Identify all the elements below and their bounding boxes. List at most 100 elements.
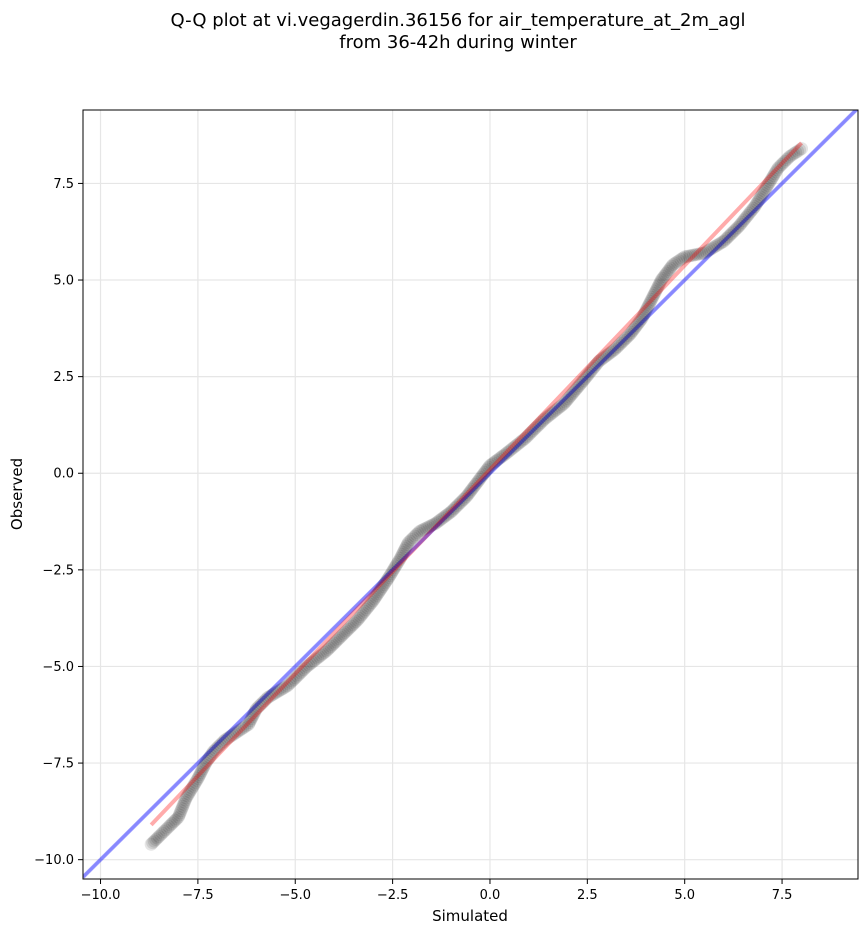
quantile-point: [745, 203, 759, 217]
quantile-point: [249, 702, 263, 716]
quantile-point: [594, 353, 608, 367]
quantile-point: [709, 239, 723, 253]
quantile-point: [697, 246, 711, 260]
quantile-point: [316, 647, 330, 661]
quantile-point: [769, 165, 783, 179]
quantile-point: [746, 201, 760, 215]
quantile-point: [172, 808, 186, 822]
quantile-point: [684, 249, 698, 263]
y-tick-label: −7.5: [42, 757, 74, 772]
quantile-point: [599, 349, 613, 363]
quantile-point: [646, 290, 660, 304]
quantile-point: [497, 448, 511, 462]
quantile-point: [486, 456, 500, 470]
quantile-point: [321, 642, 335, 656]
quantile-point: [488, 455, 502, 469]
quantile-point: [499, 447, 513, 461]
data-points: [83, 110, 858, 879]
quantile-point: [728, 224, 742, 238]
x-axis-label: Simulated: [432, 907, 508, 925]
quantile-point: [360, 601, 374, 615]
quantile-point: [194, 766, 208, 780]
quantile-point: [485, 457, 499, 471]
quantile-point: [366, 594, 380, 608]
quantile-point: [626, 324, 640, 338]
quantile-point: [244, 712, 258, 726]
quantile-point: [567, 385, 581, 399]
quantile-point: [362, 599, 376, 613]
quantile-point: [319, 644, 333, 658]
quantile-point: [546, 405, 560, 419]
quantile-point: [738, 212, 752, 226]
quantile-point: [632, 315, 646, 329]
quantile-point: [623, 327, 637, 341]
quantile-point: [640, 302, 654, 316]
quantile-point: [676, 251, 690, 265]
quantile-point: [210, 741, 224, 755]
quantile-point: [588, 359, 602, 373]
quantile-point: [682, 249, 696, 263]
quantile-point: [216, 735, 230, 749]
quantile-point: [555, 398, 569, 412]
quantile-point: [666, 258, 680, 272]
quantile-point: [742, 207, 756, 221]
quantile-point: [674, 252, 688, 266]
quantile-point: [437, 510, 451, 524]
quantile-point: [645, 292, 659, 306]
quantile-point: [442, 506, 456, 520]
quantile-point: [155, 826, 169, 840]
quantile-point: [150, 831, 164, 845]
y-tick-label: −5.0: [42, 660, 74, 675]
x-tick-label: 2.5: [577, 888, 598, 903]
quantile-point: [785, 148, 799, 162]
quantile-point: [398, 542, 412, 556]
quantile-point: [367, 592, 381, 606]
quantile-point: [355, 608, 369, 622]
quantile-point: [180, 789, 194, 803]
quantile-point: [609, 341, 623, 355]
quantile-point: [389, 559, 403, 573]
quantile-point: [572, 378, 586, 392]
quantile-point: [661, 264, 675, 278]
quantile-point: [775, 158, 789, 172]
axis-ticks: −10.0 −7.5 −5.0 −2.5 0.0 2.5 5.0 7.5 −10.0 −7.5 −5…: [34, 177, 792, 903]
quantile-point: [604, 345, 618, 359]
quantile-point: [376, 580, 390, 594]
quantile-point: [589, 358, 603, 372]
quantile-point: [439, 509, 453, 523]
quantile-point: [749, 198, 763, 212]
quantile-point: [273, 683, 287, 697]
quantile-point: [541, 409, 555, 423]
quantile-point: [521, 428, 535, 442]
quantile-point: [757, 184, 771, 198]
quantile-point: [275, 682, 289, 696]
x-tick-label: −5.0: [279, 888, 311, 903]
quantile-point: [196, 762, 210, 776]
quantile-point: [795, 142, 809, 156]
quantile-point: [581, 368, 595, 382]
chart-title-line-1: Q-Q plot at vi.vegagerdin.36156 for air_…: [171, 10, 746, 31]
quantile-point: [734, 217, 748, 231]
quantile-point: [243, 714, 257, 728]
fit-line: [149, 141, 803, 827]
quantile-point: [756, 186, 770, 200]
quantile-point: [224, 729, 238, 743]
quantile-point: [525, 425, 539, 439]
quantile-point: [198, 758, 212, 772]
quantile-point: [729, 222, 743, 236]
quantile-point: [650, 281, 664, 295]
quantile-point: [611, 339, 625, 353]
quantile-point: [335, 629, 349, 643]
quantile-point: [602, 346, 616, 360]
quantile-point: [177, 795, 191, 809]
quantile-point: [639, 304, 653, 318]
quantile-point: [686, 248, 700, 262]
quantile-point: [689, 248, 703, 262]
quantile-point: [434, 513, 448, 527]
quantile-point: [783, 149, 797, 163]
quantile-point: [622, 329, 636, 343]
quantile-point: [311, 651, 325, 665]
quantile-point: [514, 434, 528, 448]
quantile-point: [656, 271, 670, 285]
quantile-point: [199, 756, 213, 770]
